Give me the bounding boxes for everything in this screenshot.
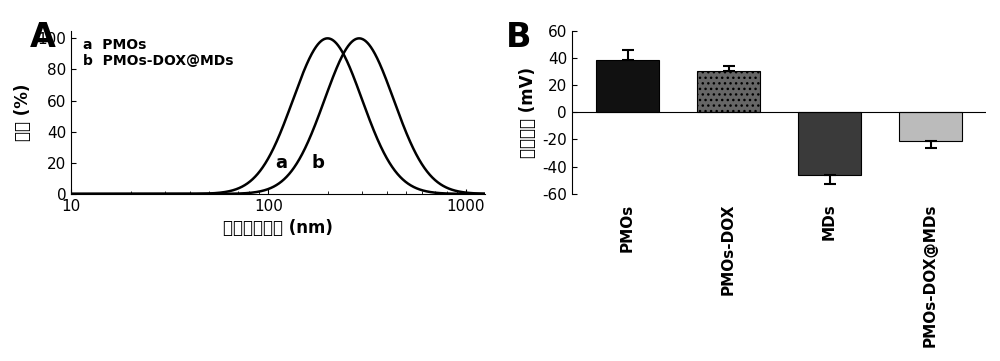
Bar (899, 112, 962, 141)
Bar (697, 71, 760, 112)
Text: B: B (506, 21, 531, 54)
X-axis label: 水动力学粒径 (nm): 水动力学粒径 (nm) (223, 219, 333, 237)
Text: b: b (311, 154, 324, 172)
Y-axis label: 强度 (%): 强度 (%) (14, 83, 32, 141)
Text: a  PMOs: a PMOs (83, 38, 146, 52)
Text: A: A (30, 21, 56, 54)
Y-axis label: 表面电势 (mV): 表面电势 (mV) (519, 67, 537, 158)
Text: b  PMOs-DOX@MDs: b PMOs-DOX@MDs (83, 54, 234, 68)
Bar (596, 60, 659, 112)
Bar (798, 112, 861, 175)
Text: a: a (275, 154, 287, 172)
